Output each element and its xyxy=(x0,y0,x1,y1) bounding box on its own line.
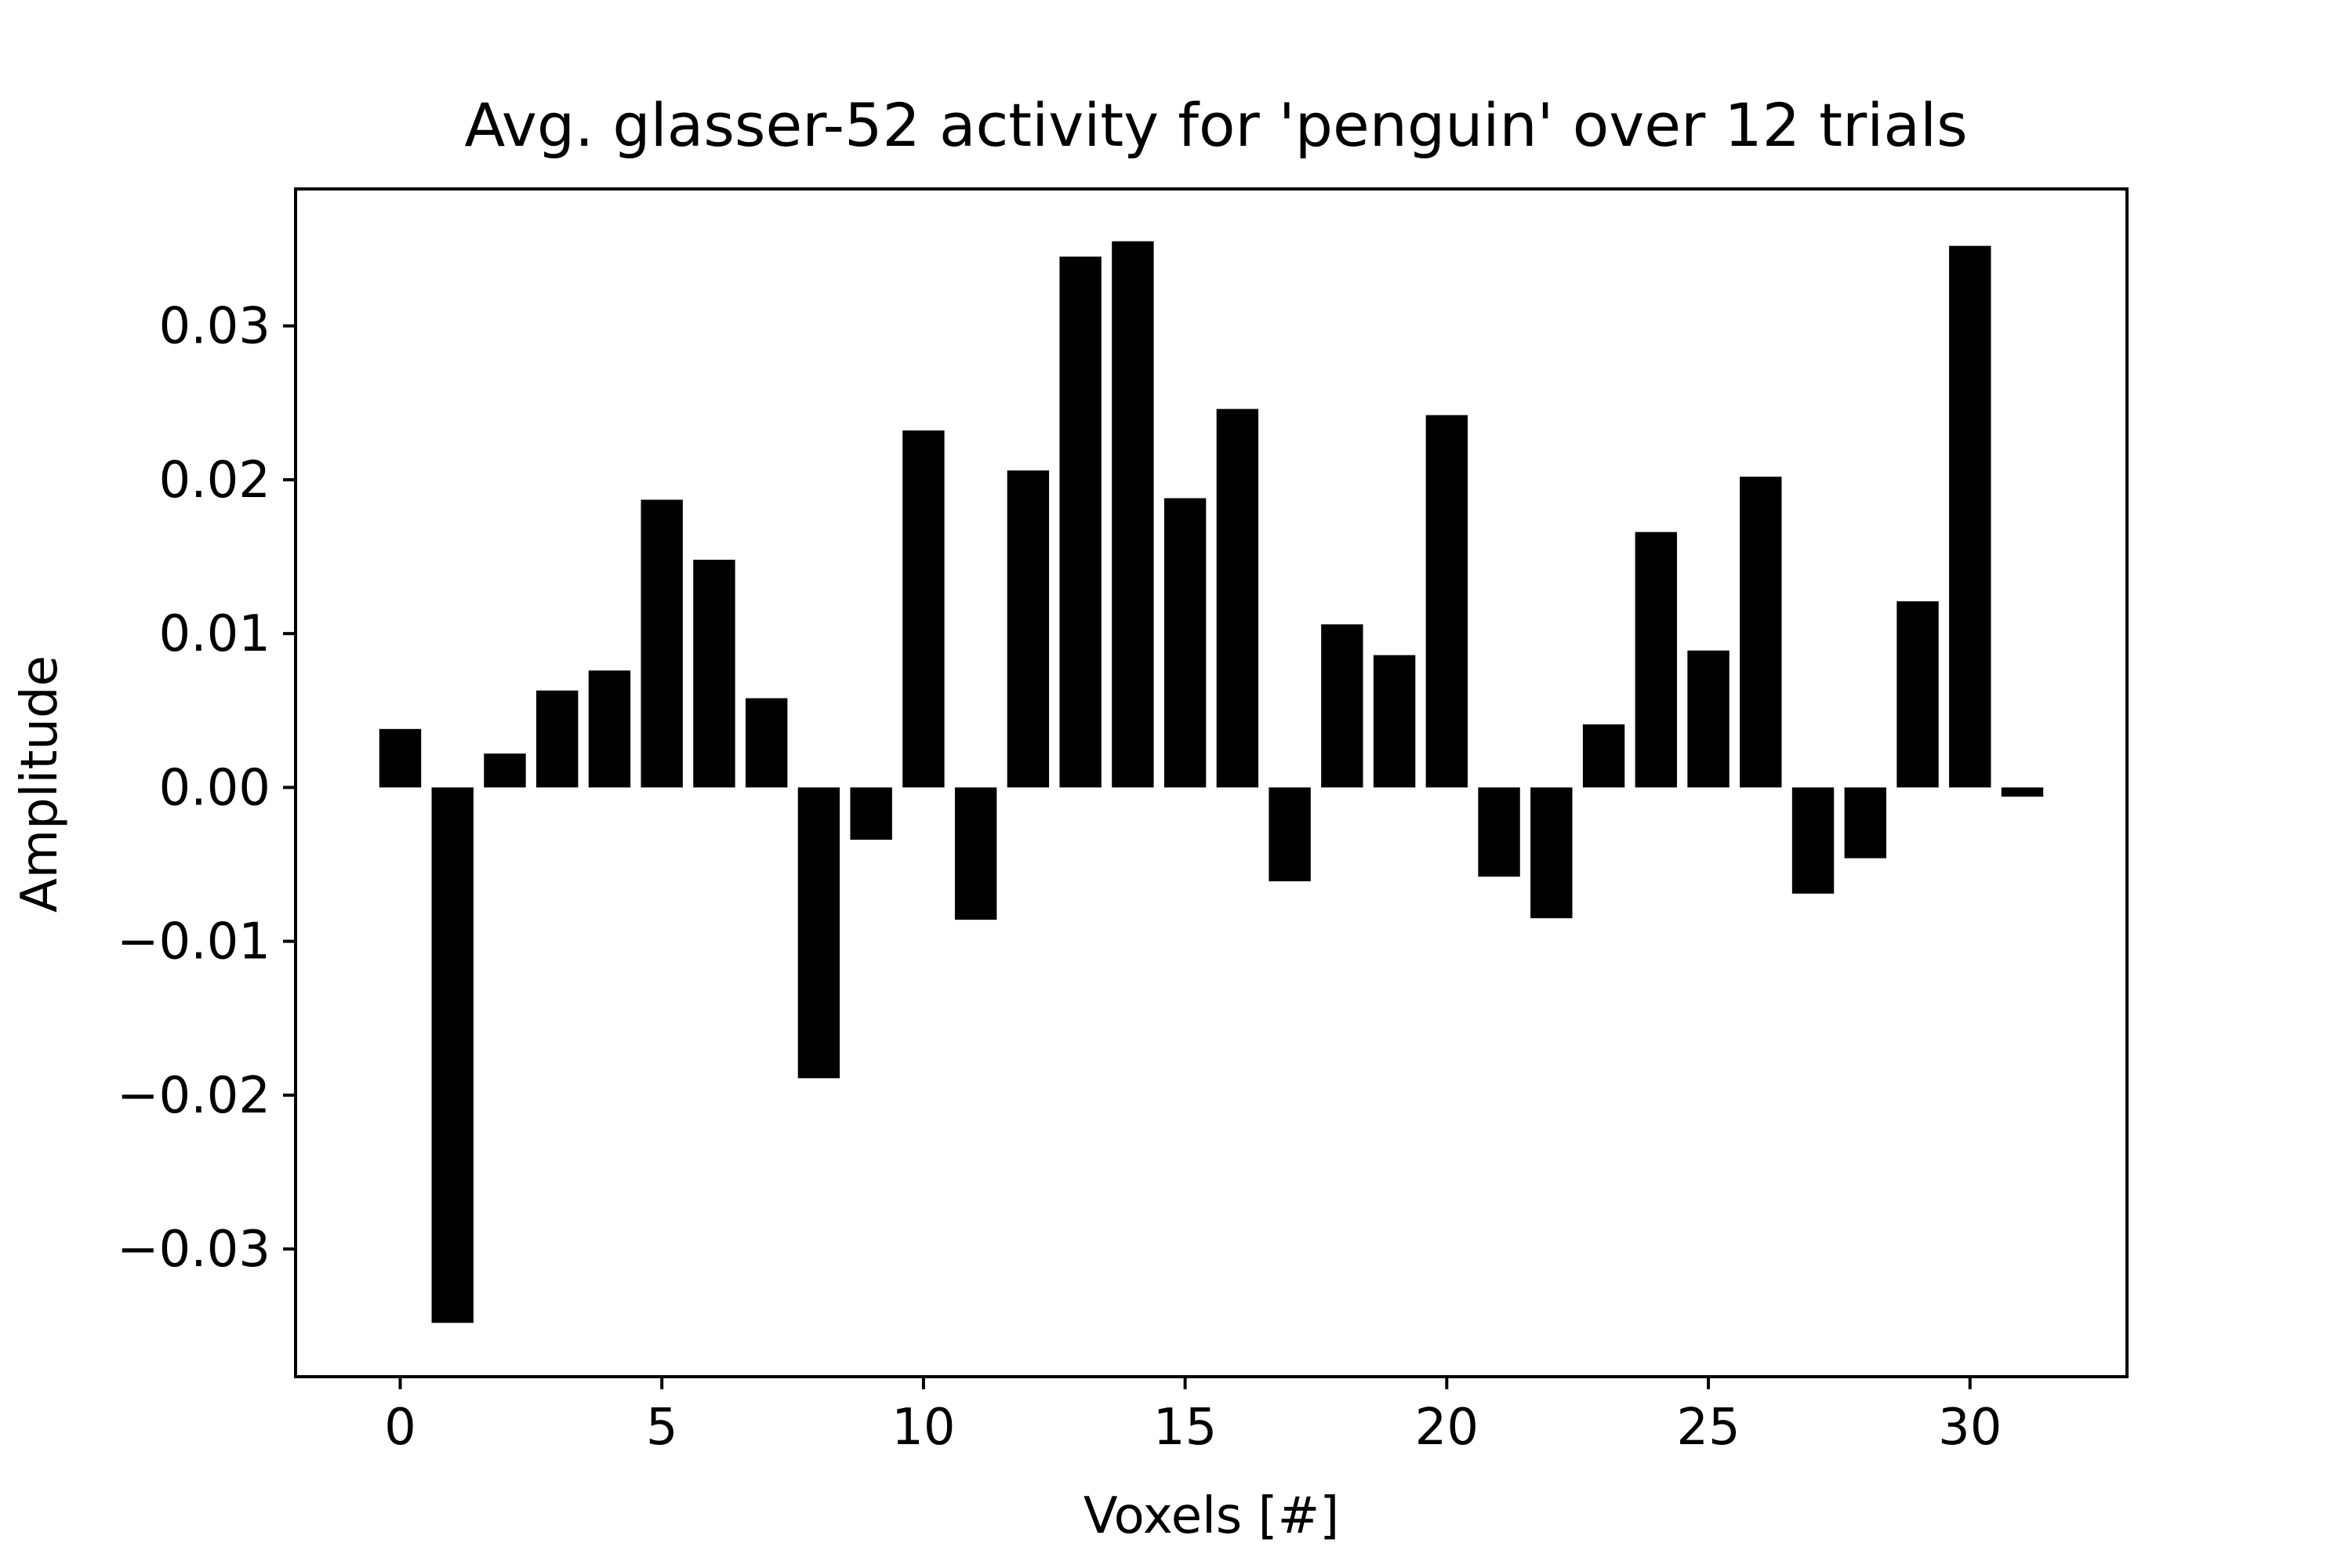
bar-28 xyxy=(1844,787,1886,858)
bar-2 xyxy=(484,753,526,788)
bar-20 xyxy=(1425,415,1468,788)
bar-31 xyxy=(2001,787,2044,797)
bar-10 xyxy=(902,430,945,788)
y-axis: 0.03 0.02 0.01 0.00 −0.01 −0.02 −0.03 xyxy=(117,298,296,1279)
bar-23 xyxy=(1582,724,1625,788)
x-tick-label: 20 xyxy=(1415,1399,1479,1457)
y-tick-label: −0.01 xyxy=(117,913,270,971)
chart-title: Avg. glasser-52 activity for 'penguin' o… xyxy=(464,90,1967,160)
bar-11 xyxy=(954,787,997,920)
bar-27 xyxy=(1791,787,1835,894)
x-tick-label: 10 xyxy=(891,1399,955,1457)
bar-21 xyxy=(1478,787,1520,877)
bar-18 xyxy=(1321,624,1363,788)
bar-15 xyxy=(1163,498,1207,788)
bar-26 xyxy=(1740,476,1782,788)
x-tick-label: 5 xyxy=(646,1399,678,1457)
bar-16 xyxy=(1216,408,1259,788)
bar-24 xyxy=(1635,532,1678,788)
plot-frame xyxy=(294,187,2129,1378)
bar-8 xyxy=(797,787,840,1079)
y-tick-label: 0.02 xyxy=(159,452,271,510)
x-axis: 0 5 10 15 20 25 30 xyxy=(384,1377,2002,1457)
bar-25 xyxy=(1687,650,1730,788)
bar-29 xyxy=(1896,601,1939,788)
x-axis-label: Voxels [#] xyxy=(1083,1487,1339,1545)
x-tick-label: 30 xyxy=(1938,1399,2002,1457)
bars-group xyxy=(379,241,2044,1323)
bar-9 xyxy=(850,787,892,840)
x-tick-label: 0 xyxy=(384,1399,416,1457)
y-tick-label: −0.03 xyxy=(117,1221,270,1279)
bar-1 xyxy=(431,787,474,1323)
bar-13 xyxy=(1059,256,1102,788)
bar-19 xyxy=(1373,655,1416,788)
bar-3 xyxy=(536,690,579,788)
y-tick-label: 0.01 xyxy=(159,605,271,663)
x-tick-label: 25 xyxy=(1676,1399,1740,1457)
bar-5 xyxy=(641,499,683,788)
y-axis-label: Amplitude xyxy=(11,655,69,913)
bar-6 xyxy=(693,559,735,788)
bar-14 xyxy=(1112,241,1154,788)
bar-22 xyxy=(1530,787,1573,919)
bar-12 xyxy=(1007,470,1050,788)
y-tick-label: −0.02 xyxy=(117,1067,270,1125)
y-tick-label: 0.00 xyxy=(159,759,271,817)
bar-4 xyxy=(588,670,631,788)
bar-7 xyxy=(745,698,788,788)
bar-30 xyxy=(1949,245,1991,788)
y-tick-label: 0.03 xyxy=(159,298,271,356)
bar-17 xyxy=(1269,787,1311,882)
bar-0 xyxy=(379,728,422,788)
x-tick-label: 15 xyxy=(1153,1399,1217,1457)
